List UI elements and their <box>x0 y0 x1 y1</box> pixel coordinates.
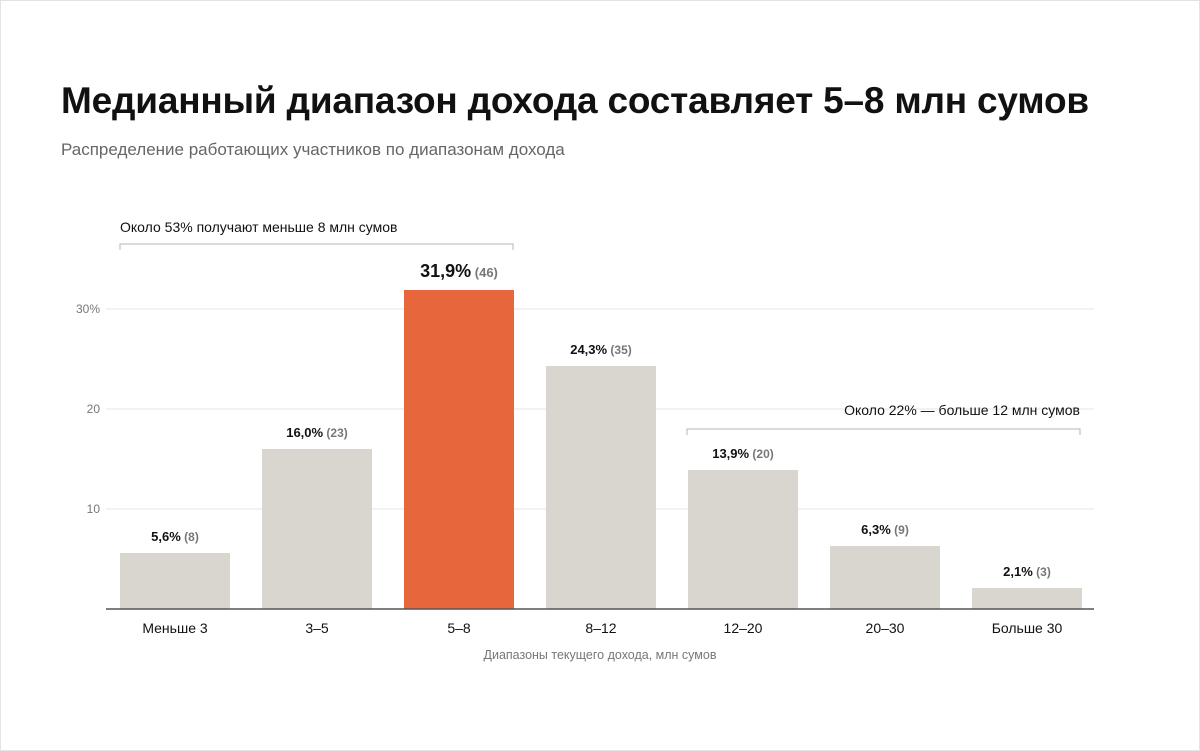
value-count: (23) <box>323 426 348 440</box>
x-tick-label: 5–8 <box>447 620 471 636</box>
x-tick-label: Больше 30 <box>992 620 1063 636</box>
x-tick-label: 20–30 <box>866 620 905 636</box>
value-label: 13,9% (20) <box>712 446 774 461</box>
bar-7 <box>972 588 1082 609</box>
bar-6 <box>830 546 940 609</box>
annotation-bracket <box>119 243 514 250</box>
chart-title: Медианный диапазон дохода составляет 5–8… <box>61 80 1089 121</box>
bar-4 <box>546 366 656 609</box>
annotation-bracket <box>686 428 1081 435</box>
value-count: (3) <box>1033 565 1051 579</box>
bar-1 <box>120 553 230 609</box>
value-count: (35) <box>607 343 632 357</box>
value-percent: 16,0% <box>286 425 323 440</box>
annotation-text: Около 22% — больше 12 млн сумов <box>844 402 1080 418</box>
annotation-text: Около 53% получают меньше 8 млн сумов <box>120 219 398 235</box>
value-label: 2,1% (3) <box>1003 564 1051 579</box>
x-tick-label: 3–5 <box>305 620 329 636</box>
value-count: (9) <box>891 523 909 537</box>
chart-subtitle: Распределение работающих участников по д… <box>61 140 565 159</box>
value-count: (8) <box>181 530 199 544</box>
x-tick-label: Меньше 3 <box>142 620 208 636</box>
x-tick-label: 8–12 <box>585 620 616 636</box>
value-count: (20) <box>749 447 774 461</box>
value-percent: 31,9% <box>420 261 471 281</box>
bar-2 <box>262 449 372 609</box>
value-percent: 2,1% <box>1003 564 1033 579</box>
value-label: 31,9% (46) <box>420 261 498 281</box>
value-count: (46) <box>471 265 498 280</box>
value-label: 6,3% (9) <box>861 522 909 537</box>
value-label: 24,3% (35) <box>570 342 632 357</box>
value-percent: 24,3% <box>570 342 607 357</box>
value-label: 16,0% (23) <box>286 425 348 440</box>
bar-5 <box>688 470 798 609</box>
value-label: 5,6% (8) <box>151 529 199 544</box>
x-axis-title: Диапазоны текущего дохода, млн сумов <box>484 648 717 662</box>
bar-3 <box>404 290 514 609</box>
x-tick-label: 12–20 <box>724 620 763 636</box>
value-percent: 5,6% <box>151 529 181 544</box>
value-percent: 6,3% <box>861 522 891 537</box>
y-tick-label: 20 <box>87 402 101 416</box>
value-percent: 13,9% <box>712 446 749 461</box>
y-tick-label: 10 <box>87 502 101 516</box>
y-tick-label: 30% <box>76 302 100 316</box>
